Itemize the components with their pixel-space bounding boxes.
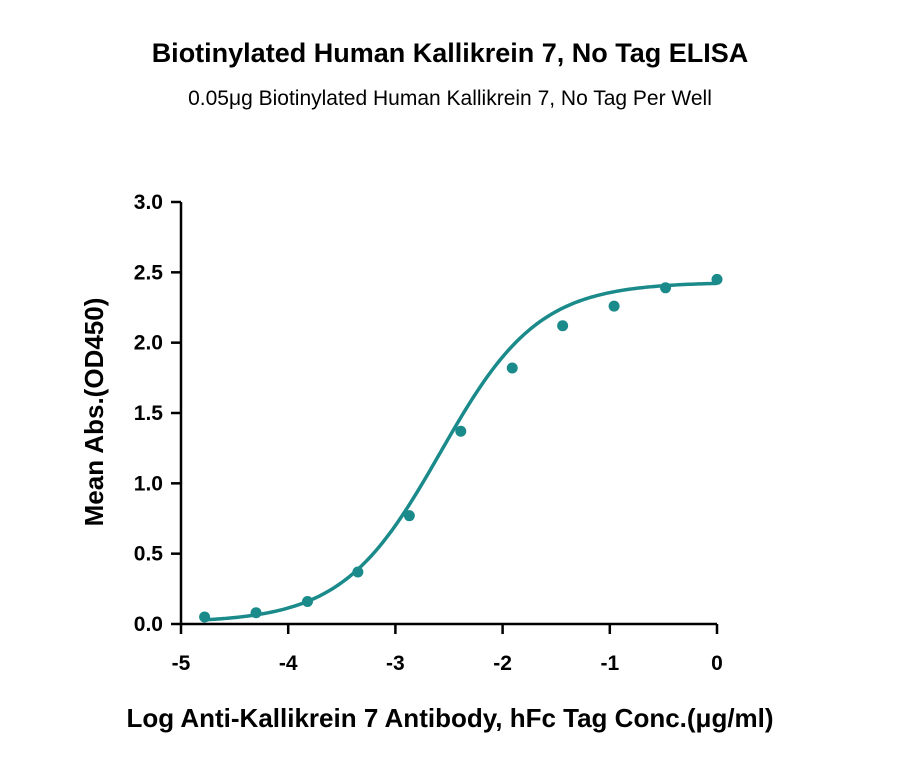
data-point	[557, 320, 569, 332]
y-tick-label: 2.5	[134, 261, 164, 284]
data-point	[455, 425, 467, 437]
x-tick-label: -2	[493, 652, 512, 675]
data-point	[250, 607, 262, 619]
chart-title: Biotinylated Human Kallikrein 7, No Tag …	[152, 38, 749, 68]
x-tick-label: 0	[711, 652, 723, 675]
y-tick-label: 0.5	[134, 543, 164, 566]
y-tick-label: 0.0	[134, 613, 163, 636]
x-tick-label: -3	[386, 652, 405, 675]
y-tick-label: 1.5	[134, 402, 164, 425]
fit-curve-group	[204, 281, 718, 622]
x-tick-label: -1	[600, 652, 619, 675]
y-tick-label: 2.0	[134, 332, 163, 355]
x-tick-label: -5	[172, 652, 191, 675]
data-point	[711, 273, 723, 285]
chart-subtitle: 0.05μg Biotinylated Human Kallikrein 7, …	[188, 87, 712, 110]
tick-labels: 0.0 0.5 1.0 1.5 2.0 2.5 3.0 -5 -4 -3 -2 -1 0	[134, 191, 723, 675]
data-point	[352, 566, 364, 578]
data-point	[301, 595, 313, 607]
y-axis-label: Mean Abs.(OD450)	[79, 298, 109, 527]
axes	[171, 200, 719, 634]
y-tick-label: 1.0	[134, 472, 163, 495]
data-point	[506, 362, 518, 374]
y-tick-label: 3.0	[134, 191, 163, 214]
fit-curve	[204, 281, 718, 622]
data-point	[660, 282, 672, 294]
data-point	[403, 510, 415, 522]
x-axis-label: Log Anti-Kallikrein 7 Antibody, hFc Tag …	[126, 703, 773, 733]
data-point	[608, 300, 620, 312]
data-points	[199, 273, 723, 623]
x-tick-label: -4	[279, 652, 298, 675]
data-point	[199, 611, 211, 623]
